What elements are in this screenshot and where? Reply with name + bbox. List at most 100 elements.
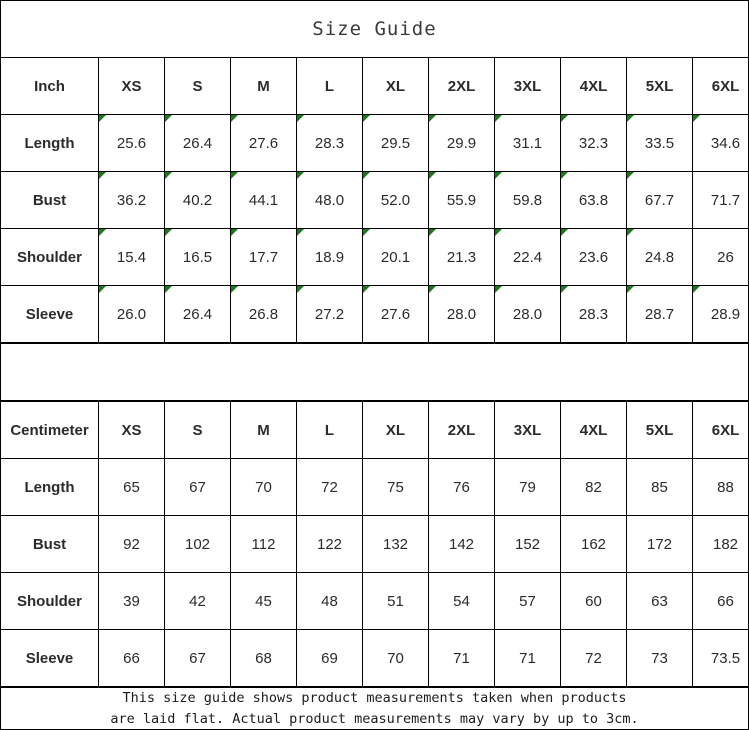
- inch-table-body: Inch XS S M L XL 2XL 3XL 4XL 5XL 6XL Length 25.6 26.4…: [1, 58, 749, 343]
- cm-cell-length-xl: 75: [362, 458, 429, 516]
- cm-cell-length-3xl: 79: [494, 458, 561, 516]
- cm-cell-length-2xl: 76: [428, 458, 495, 516]
- cm-cell-length-m: 70: [230, 458, 297, 516]
- cm-column-header-2xl: 2XL: [428, 401, 495, 459]
- inch-cell-length-4xl: 32.3: [560, 114, 627, 172]
- table-row: Shoulder 39 42 45 48 51 54 57 60 63 66: [1, 572, 749, 630]
- table-row: Sleeve 66 67 68 69 70 71 71 72 73 73.5: [1, 629, 749, 687]
- cm-cell-bust-xl: 132: [362, 515, 429, 573]
- inch-cell-shoulder-5xl: 24.8: [626, 228, 693, 286]
- centimeter-table-body: Centimeter XS S M L XL 2XL 3XL 4XL 5XL 6XL Length 65…: [1, 401, 749, 687]
- inch-cell-bust-4xl: 63.8: [560, 171, 627, 229]
- cm-cell-shoulder-5xl: 63: [626, 572, 693, 630]
- cm-cell-sleeve-3xl: 71: [494, 629, 561, 687]
- inch-column-header-6xl: 6XL: [692, 58, 749, 115]
- cm-cell-shoulder-3xl: 57: [494, 572, 561, 630]
- inch-column-header-xs: XS: [98, 58, 165, 115]
- cm-cell-sleeve-xs: 66: [98, 629, 165, 687]
- cm-cell-shoulder-s: 42: [164, 572, 231, 630]
- cm-cell-shoulder-6xl: 66: [692, 572, 749, 630]
- inch-column-header-l: L: [296, 58, 363, 115]
- cm-cell-length-6xl: 88: [692, 458, 749, 516]
- inch-header-row: Inch XS S M L XL 2XL 3XL 4XL 5XL 6XL: [1, 58, 749, 115]
- cm-cell-sleeve-s: 67: [164, 629, 231, 687]
- inch-cell-sleeve-xl: 27.6: [362, 285, 429, 343]
- footer-note-line-1: This size guide shows product measuremen…: [122, 690, 627, 706]
- cm-column-header-6xl: 6XL: [692, 401, 749, 459]
- cm-cell-sleeve-m: 68: [230, 629, 297, 687]
- cm-cell-shoulder-xs: 39: [98, 572, 165, 630]
- inch-row-label-sleeve: Sleeve: [1, 285, 99, 343]
- cm-column-header-m: M: [230, 401, 297, 459]
- cm-cell-shoulder-m: 45: [230, 572, 297, 630]
- cm-header-row: Centimeter XS S M L XL 2XL 3XL 4XL 5XL 6XL: [1, 401, 749, 459]
- cm-cell-bust-4xl: 162: [560, 515, 627, 573]
- cm-cell-sleeve-2xl: 71: [428, 629, 495, 687]
- inch-cell-sleeve-2xl: 28.0: [428, 285, 495, 343]
- inch-cell-sleeve-xs: 26.0: [98, 285, 165, 343]
- cm-cell-length-xs: 65: [98, 458, 165, 516]
- inch-column-header-xl: XL: [362, 58, 429, 115]
- inch-cell-length-s: 26.4: [164, 114, 231, 172]
- inch-column-header-s: S: [164, 58, 231, 115]
- inch-cell-sleeve-3xl: 28.0: [494, 285, 561, 343]
- inch-column-header-m: M: [230, 58, 297, 115]
- cm-row-label-bust: Bust: [1, 515, 99, 573]
- inch-column-header-4xl: 4XL: [560, 58, 627, 115]
- inch-cell-shoulder-6xl: 26: [692, 228, 749, 286]
- inch-cell-length-6xl: 34.6: [692, 114, 749, 172]
- cm-cell-shoulder-4xl: 60: [560, 572, 627, 630]
- table-row: Sleeve 26.0 26.4 26.8 27.2 27.6 28.0 28.0 28.3 28…: [1, 285, 749, 343]
- footer-note: This size guide shows product measuremen…: [1, 687, 748, 730]
- table-row: Bust 92 102 112 122 132 142 152 162 172 182: [1, 515, 749, 573]
- inch-cell-length-xl: 29.5: [362, 114, 429, 172]
- cm-cell-length-l: 72: [296, 458, 363, 516]
- inch-cell-sleeve-5xl: 28.7: [626, 285, 693, 343]
- table-row: Length 65 67 70 72 75 76 79 82 85 88: [1, 458, 749, 516]
- inch-cell-shoulder-2xl: 21.3: [428, 228, 495, 286]
- footer-note-line-2: are laid flat. Actual product measuremen…: [110, 711, 639, 727]
- inch-cell-length-m: 27.6: [230, 114, 297, 172]
- inch-cell-length-3xl: 31.1: [494, 114, 561, 172]
- cm-cell-sleeve-6xl: 73.5: [692, 629, 749, 687]
- inch-cell-bust-3xl: 59.8: [494, 171, 561, 229]
- cm-cell-sleeve-4xl: 72: [560, 629, 627, 687]
- table-row: Shoulder 15.4 16.5 17.7 18.9 20.1 21.3 22.4 23.6…: [1, 228, 749, 286]
- table-row: Bust 36.2 40.2 44.1 48.0 52.0 55.9 59.8 63.8 67.7…: [1, 171, 749, 229]
- inch-cell-bust-xs: 36.2: [98, 171, 165, 229]
- cm-cell-shoulder-xl: 51: [362, 572, 429, 630]
- cm-column-header-5xl: 5XL: [626, 401, 693, 459]
- cm-column-header-l: L: [296, 401, 363, 459]
- cm-row-label-sleeve: Sleeve: [1, 629, 99, 687]
- inch-cell-sleeve-6xl: 28.9: [692, 285, 749, 343]
- cm-column-header-s: S: [164, 401, 231, 459]
- cm-unit-header: Centimeter: [1, 401, 99, 459]
- inch-cell-shoulder-4xl: 23.6: [560, 228, 627, 286]
- cm-column-header-3xl: 3XL: [494, 401, 561, 459]
- inch-column-header-3xl: 3XL: [494, 58, 561, 115]
- inch-row-label-bust: Bust: [1, 171, 99, 229]
- inch-cell-bust-l: 48.0: [296, 171, 363, 229]
- inch-cell-length-xs: 25.6: [98, 114, 165, 172]
- cm-cell-bust-m: 112: [230, 515, 297, 573]
- centimeter-size-table: Centimeter XS S M L XL 2XL 3XL 4XL 5XL 6XL Length 65…: [1, 401, 749, 687]
- inch-cell-bust-2xl: 55.9: [428, 171, 495, 229]
- inch-cell-bust-m: 44.1: [230, 171, 297, 229]
- inch-cell-bust-s: 40.2: [164, 171, 231, 229]
- inch-cell-length-5xl: 33.5: [626, 114, 693, 172]
- table-separator-band: [1, 343, 748, 401]
- inch-cell-length-2xl: 29.9: [428, 114, 495, 172]
- cm-cell-sleeve-l: 69: [296, 629, 363, 687]
- cm-cell-bust-l: 122: [296, 515, 363, 573]
- inch-column-header-5xl: 5XL: [626, 58, 693, 115]
- inch-row-label-shoulder: Shoulder: [1, 228, 99, 286]
- cm-row-label-length: Length: [1, 458, 99, 516]
- cm-cell-sleeve-xl: 70: [362, 629, 429, 687]
- inch-cell-sleeve-s: 26.4: [164, 285, 231, 343]
- cm-cell-bust-6xl: 182: [692, 515, 749, 573]
- cm-cell-shoulder-l: 48: [296, 572, 363, 630]
- inch-cell-sleeve-l: 27.2: [296, 285, 363, 343]
- cm-cell-length-5xl: 85: [626, 458, 693, 516]
- inch-cell-bust-xl: 52.0: [362, 171, 429, 229]
